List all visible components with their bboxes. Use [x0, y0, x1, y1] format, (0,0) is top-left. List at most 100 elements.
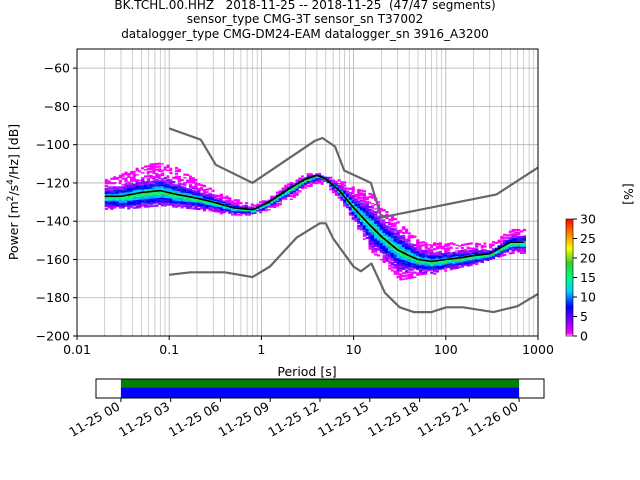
density-cell — [396, 230, 400, 233]
density-cell — [194, 193, 198, 196]
density-cell — [385, 232, 389, 235]
density-cell — [379, 222, 383, 225]
density-cell — [107, 206, 111, 209]
density-cell — [149, 193, 153, 196]
density-cell — [360, 189, 364, 192]
density-cell — [351, 199, 355, 202]
density-cell — [357, 210, 361, 213]
density-cell — [217, 206, 221, 209]
density-cell — [177, 204, 181, 207]
density-cell — [376, 222, 381, 225]
density-cell — [382, 260, 386, 263]
density-cell — [118, 180, 122, 183]
density-cell — [245, 202, 249, 205]
density-cell — [245, 210, 249, 213]
density-cell — [461, 251, 465, 254]
density-cell — [346, 204, 350, 207]
density-cell — [166, 186, 170, 189]
density-cell — [225, 202, 229, 205]
density-cell — [205, 207, 209, 210]
density-cell — [399, 239, 403, 242]
y-tick-label: −140 — [36, 214, 70, 229]
density-cell — [475, 262, 479, 265]
plot-frame — [76, 48, 539, 337]
density-cell — [231, 213, 235, 216]
density-cell — [393, 255, 397, 258]
density-cell — [202, 209, 207, 212]
density-cell — [155, 178, 159, 181]
density-cell — [407, 259, 411, 262]
density-cell — [438, 246, 442, 249]
density-cell — [421, 251, 425, 254]
density-cell — [514, 236, 518, 239]
density-cell — [365, 225, 369, 228]
density-cell — [315, 173, 319, 176]
density-cell — [194, 178, 198, 182]
density-cell — [413, 262, 417, 266]
density-cell — [393, 218, 397, 221]
density-cell — [107, 197, 111, 200]
density-cell — [522, 243, 526, 246]
density-cell — [152, 199, 156, 202]
density-cell — [166, 174, 170, 177]
density-cell — [233, 207, 237, 210]
density-cell — [452, 264, 456, 267]
density-cell — [455, 252, 459, 255]
density-cell — [149, 192, 153, 195]
density-cell — [334, 183, 338, 186]
density-cell — [284, 187, 288, 190]
density-cell — [430, 251, 434, 254]
density-cell — [132, 175, 136, 178]
density-cell — [433, 263, 437, 267]
density-cell — [413, 261, 417, 264]
density-cell — [517, 228, 521, 232]
density-cell — [138, 170, 142, 173]
density-cell — [107, 202, 111, 205]
density-cell — [217, 210, 221, 213]
density-cell — [421, 244, 425, 247]
density-cell — [396, 258, 400, 261]
density-cell — [483, 248, 487, 251]
density-cell — [388, 245, 392, 249]
density-cell — [511, 233, 515, 236]
density-cell — [155, 184, 159, 187]
density-cell — [174, 169, 179, 172]
density-cell — [416, 273, 420, 276]
chart-title-line-2: sensor_type CMG-3T sensor_sn T37002 — [186, 12, 424, 26]
density-cell — [239, 212, 243, 215]
density-cell — [452, 254, 456, 257]
density-cell — [146, 178, 150, 181]
density-cell — [124, 201, 128, 204]
density-cell — [132, 172, 136, 175]
density-cell — [116, 176, 120, 179]
density-cell — [371, 229, 375, 232]
density-cell — [402, 247, 406, 250]
density-cell — [416, 245, 420, 248]
density-cell — [463, 250, 467, 253]
density-cell — [186, 198, 190, 201]
density-cell — [163, 197, 167, 200]
density-cell — [197, 180, 201, 183]
density-cell — [396, 237, 400, 240]
density-cell — [396, 275, 400, 279]
density-cell — [130, 171, 134, 174]
density-cell — [233, 209, 237, 212]
density-cell — [180, 179, 184, 182]
density-cell — [233, 212, 237, 215]
density-cell — [374, 203, 378, 206]
density-cell — [438, 255, 442, 258]
density-cell — [292, 182, 296, 185]
density-cell — [158, 181, 162, 184]
density-cell — [188, 198, 193, 201]
density-cell — [357, 221, 361, 225]
density-cell — [410, 273, 414, 276]
density-cell — [138, 177, 142, 180]
density-cell — [348, 209, 352, 212]
density-cell — [298, 180, 302, 183]
density-cell — [404, 228, 409, 231]
density-cell — [158, 165, 162, 168]
density-cell — [388, 254, 392, 257]
density-cell — [284, 196, 288, 199]
density-cell — [505, 247, 510, 250]
density-cell — [357, 227, 361, 230]
